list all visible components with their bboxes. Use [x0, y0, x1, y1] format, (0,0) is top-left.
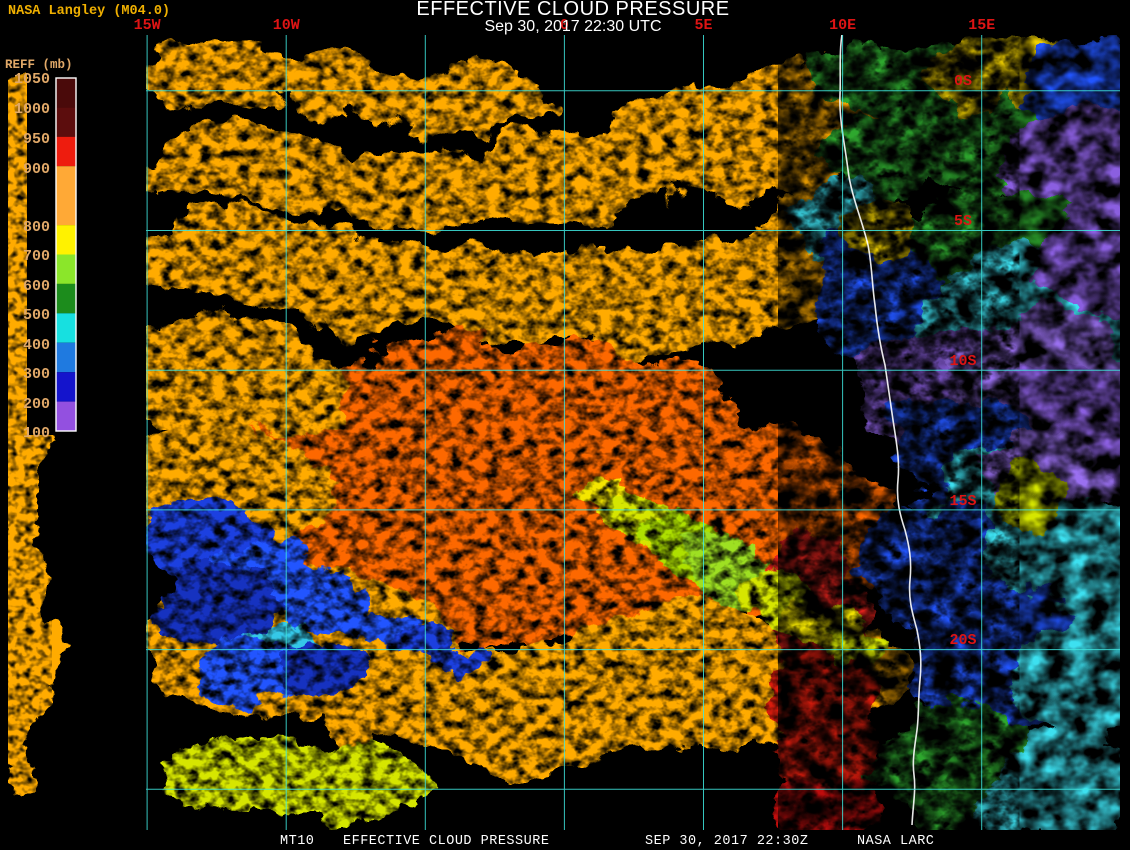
svg-text:10S: 10S: [949, 353, 976, 370]
svg-text:900: 900: [23, 161, 50, 178]
svg-text:EFFECTIVE CLOUD PRESSURE: EFFECTIVE CLOUD PRESSURE: [416, 0, 729, 20]
svg-text:300: 300: [23, 366, 50, 383]
svg-text:15W: 15W: [134, 17, 161, 34]
svg-text:700: 700: [23, 248, 50, 265]
svg-text:Sep 30, 2017 22:30 UTC: Sep 30, 2017 22:30 UTC: [484, 18, 661, 35]
svg-text:15S: 15S: [949, 493, 976, 510]
svg-text:950: 950: [23, 131, 50, 148]
svg-text:NASA Langley (M04.0): NASA Langley (M04.0): [8, 4, 170, 19]
svg-text:20S: 20S: [949, 632, 976, 649]
svg-text:EFFECTIVE CLOUD PRESSURE: EFFECTIVE CLOUD PRESSURE: [343, 834, 549, 849]
svg-text:5S: 5S: [954, 213, 972, 230]
svg-text:500: 500: [23, 307, 50, 324]
svg-text:400: 400: [23, 337, 50, 354]
svg-text:NASA LARC: NASA LARC: [857, 834, 934, 849]
svg-text:0S: 0S: [954, 73, 972, 90]
svg-text:10W: 10W: [273, 17, 300, 34]
svg-text:REFF (mb): REFF (mb): [5, 58, 73, 72]
svg-text:1000: 1000: [14, 101, 50, 118]
svg-text:1050: 1050: [14, 71, 50, 88]
svg-text:SEP 30, 2017 22:30Z: SEP 30, 2017 22:30Z: [645, 834, 808, 849]
svg-text:100: 100: [23, 425, 50, 442]
svg-text:600: 600: [23, 278, 50, 295]
svg-text:800: 800: [23, 219, 50, 236]
svg-text:10E: 10E: [829, 17, 856, 34]
svg-text:200: 200: [23, 396, 50, 413]
svg-text:15E: 15E: [968, 17, 995, 34]
svg-text:MT10: MT10: [280, 834, 314, 849]
